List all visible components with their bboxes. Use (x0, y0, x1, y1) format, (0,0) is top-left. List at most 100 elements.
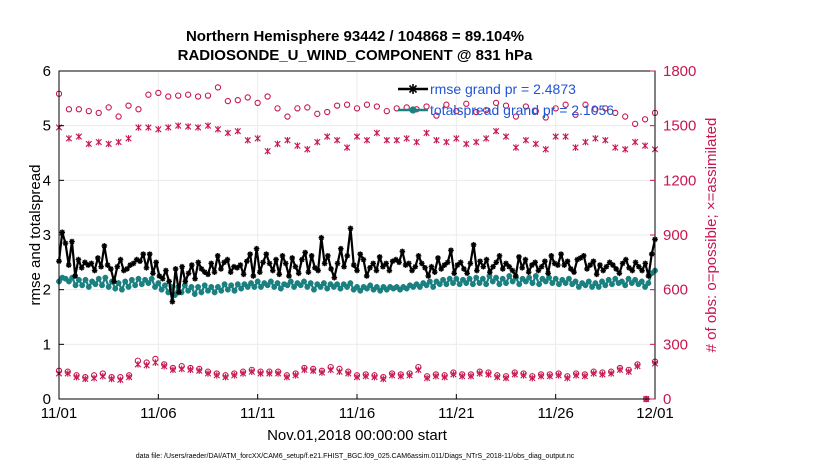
spread-point (228, 282, 235, 289)
obs-assimilated-point (634, 362, 641, 370)
spread-point (112, 285, 119, 292)
y-axis-left: 0 1 2 3 4 5 6 (43, 63, 64, 408)
rmse-point (137, 258, 143, 265)
spread-point (324, 285, 331, 292)
rmse-point (415, 252, 422, 259)
obs-possible-point (602, 105, 609, 112)
obs-assimilated-point (224, 129, 232, 137)
obs-assimilated-point (592, 135, 599, 142)
obs-assimilated-point (622, 146, 629, 153)
obs-assimilated-point (380, 375, 387, 383)
spread-point (85, 283, 92, 290)
obs-assimilated-point (529, 374, 536, 382)
rmse-point (117, 256, 124, 263)
obs-assimilated-point (248, 368, 256, 375)
rmse-point (363, 273, 370, 279)
spread-point (605, 276, 612, 283)
spread-point (79, 282, 86, 289)
spread-point (476, 280, 483, 287)
rmse-point (632, 259, 639, 266)
obs-assimilated-point (85, 140, 92, 148)
rmse-point (172, 266, 179, 272)
obs-possible-point (482, 107, 490, 114)
rmse-point (577, 255, 584, 261)
rmse-point (636, 263, 642, 270)
spread-point (162, 282, 168, 289)
obs-assimilated-point (537, 372, 545, 380)
spread-point (552, 275, 559, 282)
spread-point (592, 280, 599, 287)
spread-point (632, 276, 639, 283)
obs-assimilated-point (284, 136, 291, 144)
rmse-point (244, 258, 250, 265)
spread-point (95, 275, 102, 282)
rmse-point (551, 260, 558, 267)
obs-assimilated-point (95, 138, 102, 146)
rmse-point (464, 270, 470, 277)
rmse-point (376, 254, 383, 260)
spread-point (251, 283, 258, 290)
rmse-point (428, 263, 435, 270)
rmse-point (529, 262, 535, 268)
obs-possible-point (135, 106, 142, 113)
rmse-point (509, 267, 516, 274)
rmse-point (312, 265, 318, 271)
rmse-point (308, 252, 315, 259)
spread-point (185, 287, 192, 294)
spread-point (271, 283, 278, 290)
rmse-point (535, 267, 542, 274)
rmse-point (567, 266, 574, 272)
obs-assimilated-point (432, 372, 440, 380)
rmse-point (240, 271, 247, 278)
rmse-point (279, 252, 286, 259)
rmse-point (108, 266, 114, 272)
obs-possible-point (502, 102, 510, 109)
spread-point (277, 285, 284, 292)
rmse-point (493, 259, 500, 266)
obs-assimilated-point (476, 370, 483, 377)
y-right-tick-label: 600 (663, 282, 688, 299)
rmse-point (441, 262, 448, 268)
obs-assimilated-point (397, 372, 405, 380)
obs-assimilated-point (294, 142, 301, 150)
spread-point (287, 278, 294, 285)
x-tick-label: 11/16 (339, 405, 375, 422)
obs-possible-point (562, 101, 569, 108)
spread-point (450, 280, 456, 287)
rmse-point (260, 259, 266, 266)
obs-assimilated-point (145, 124, 152, 131)
spread-point (367, 282, 374, 289)
rmse-point (111, 278, 117, 285)
obs-assimilated-point (165, 124, 172, 131)
obs-assimilated-point (413, 138, 420, 146)
rmse-point (237, 262, 244, 268)
spread-point (493, 274, 500, 281)
obs-assimilated-point (353, 133, 361, 140)
rmse-point (266, 260, 273, 267)
obs-assimilated-point (631, 138, 639, 146)
rmse-point (610, 262, 616, 268)
obs-assimilated-point (406, 372, 413, 379)
rmse-point (383, 260, 389, 267)
spread-point (585, 278, 592, 285)
y-right-tick-label: 0 (663, 391, 671, 408)
spread-point (158, 286, 165, 293)
rmse-point (360, 256, 367, 263)
rmse-point (645, 273, 652, 279)
obs-possible-point (383, 107, 390, 115)
spread-point (205, 287, 211, 294)
rmse-point (150, 270, 156, 277)
rmse-point (590, 258, 597, 265)
obs-assimilated-point (314, 138, 321, 146)
spread-point (463, 280, 470, 287)
obs-assimilated-point (65, 135, 73, 142)
obs-possible-point (254, 99, 261, 107)
obs-assimilated-point (283, 373, 291, 381)
rmse-point (389, 258, 396, 265)
rmse-point (499, 266, 506, 272)
obs-assimilated-point (388, 372, 396, 379)
obs-assimilated-point (616, 366, 624, 374)
obs-assimilated-point (433, 136, 440, 144)
rmse-point (325, 252, 331, 259)
obs-possible-point (314, 110, 321, 117)
